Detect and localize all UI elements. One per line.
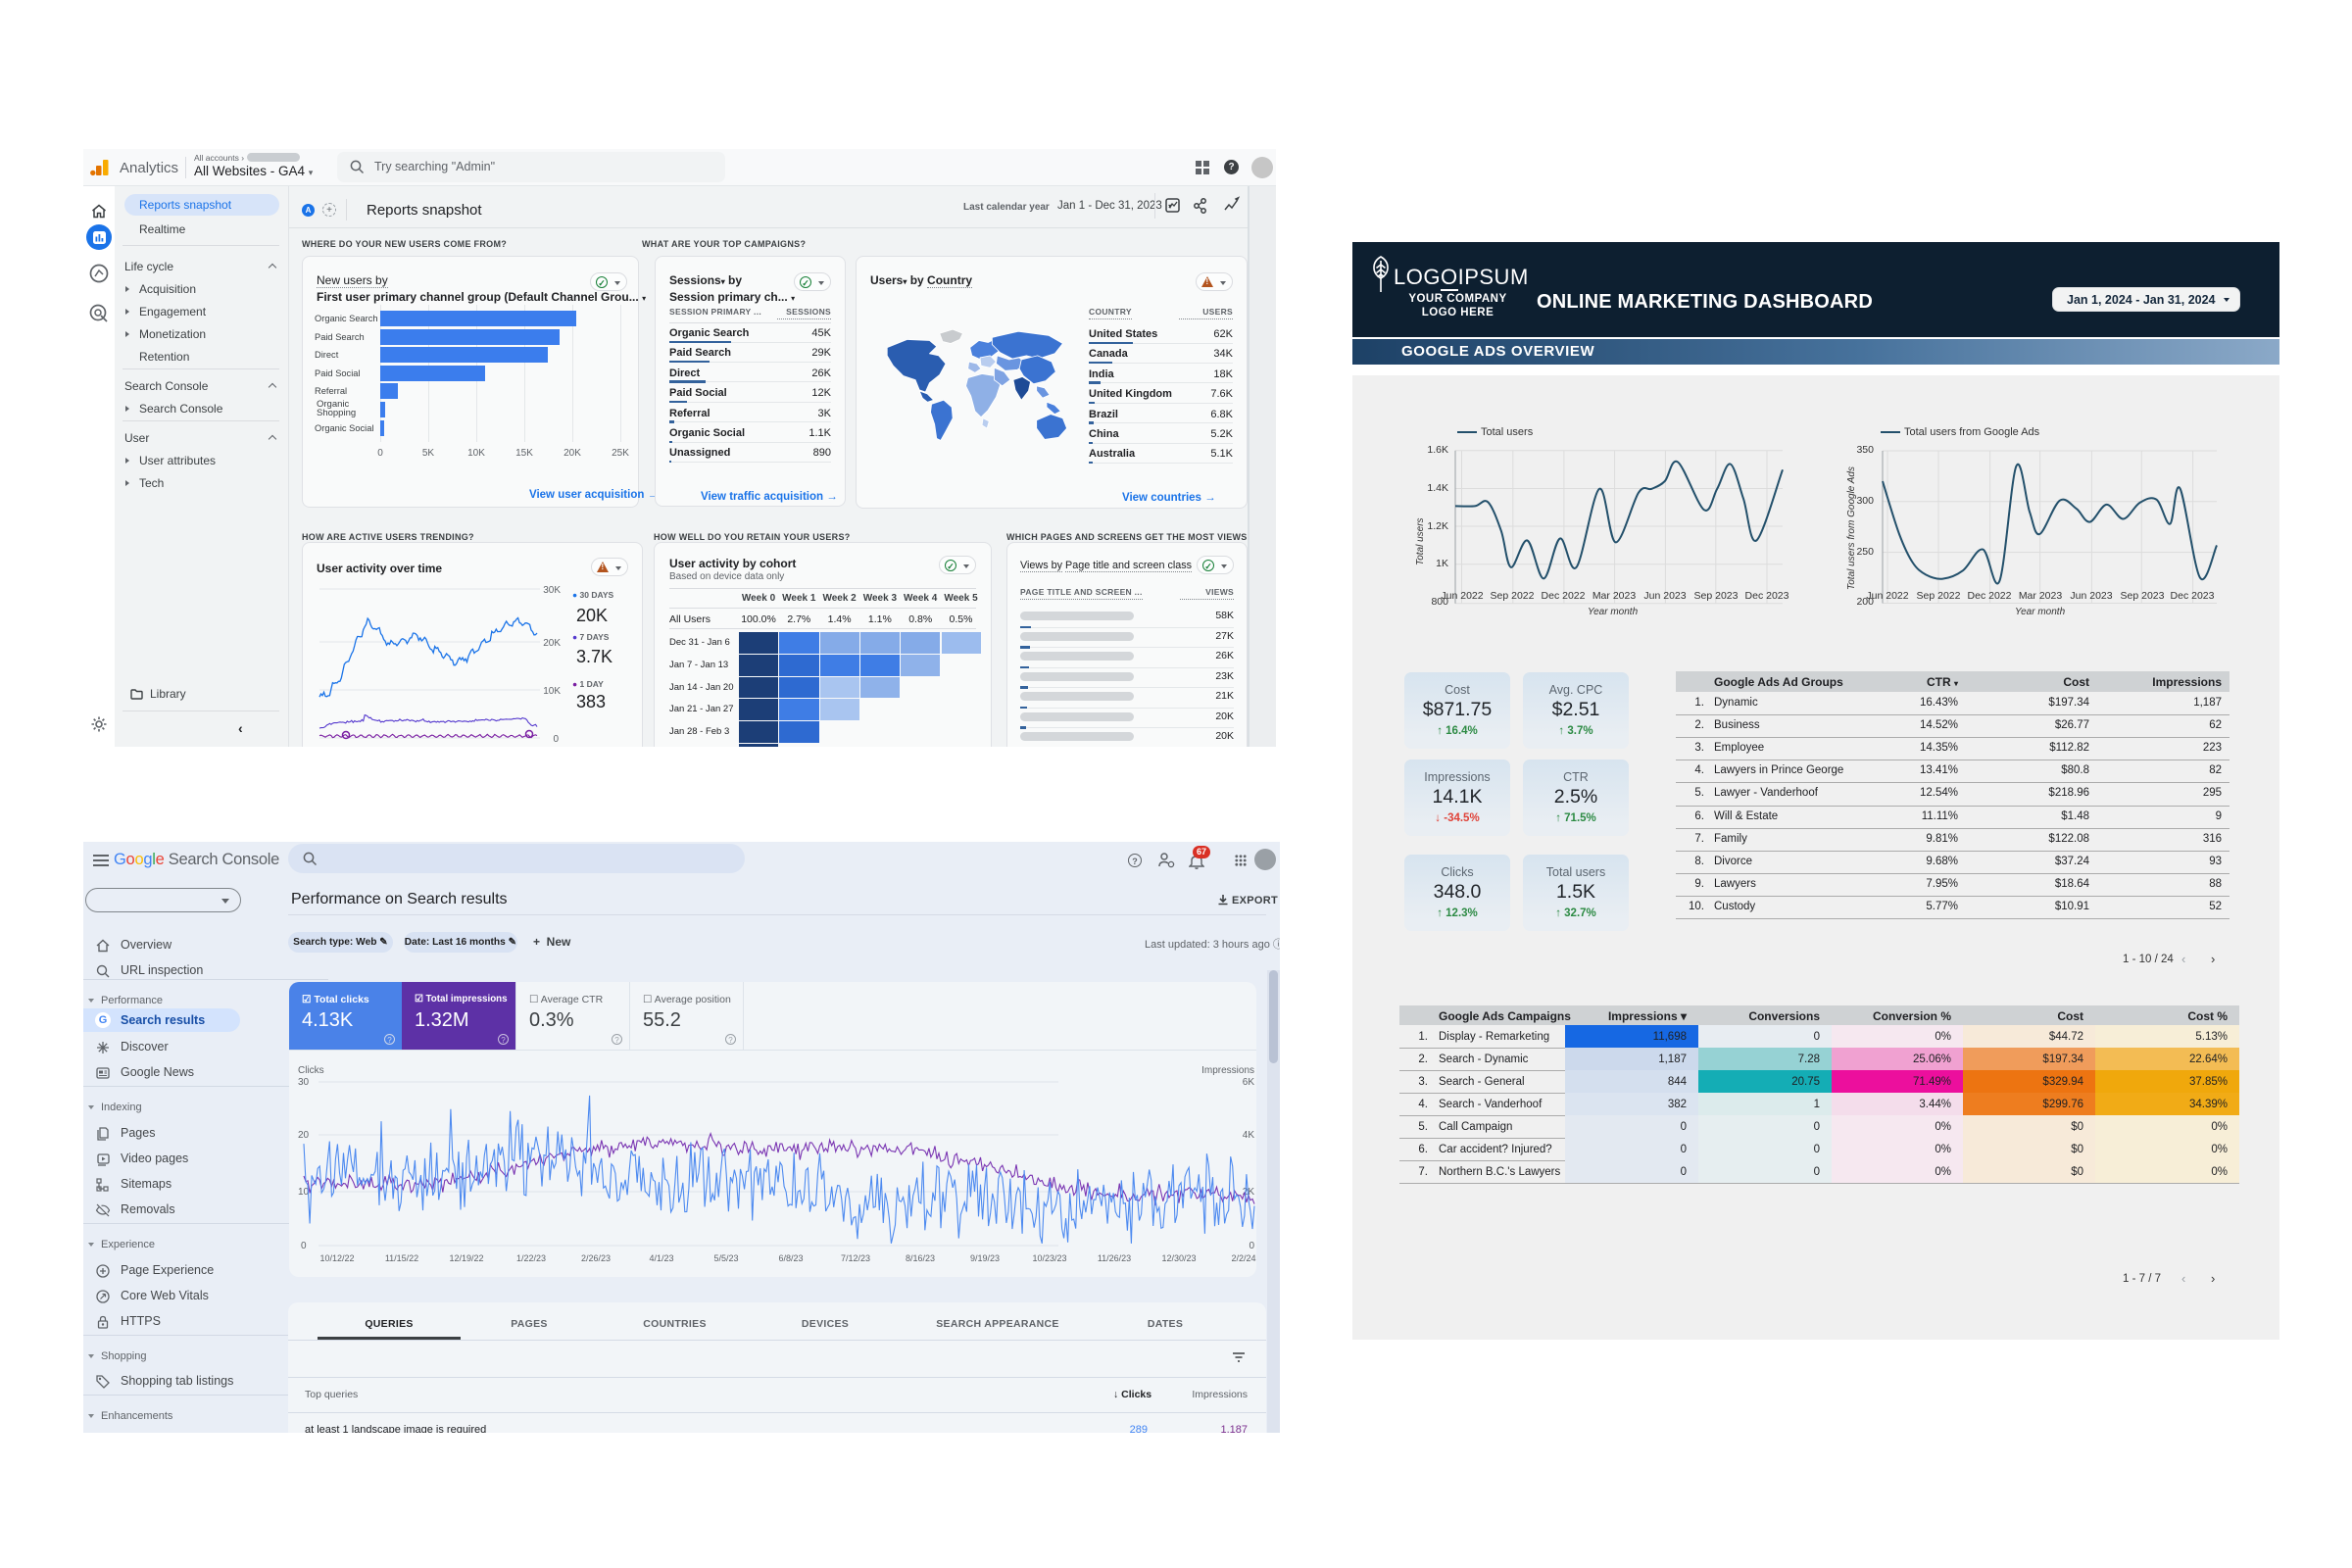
svg-text:383: 383 — [576, 692, 606, 711]
svg-text:3.7K: 3.7K — [576, 647, 612, 666]
svg-text:● 1 DAY: ● 1 DAY — [572, 679, 604, 689]
svg-text:0: 0 — [553, 734, 559, 745]
svg-text:● 30 DAYS: ● 30 DAYS — [572, 590, 613, 600]
svg-text:30K: 30K — [543, 585, 561, 596]
svg-text:● 7 DAYS: ● 7 DAYS — [572, 632, 610, 642]
svg-text:20K: 20K — [576, 606, 608, 625]
svg-text:20K: 20K — [543, 638, 561, 649]
svg-text:10K: 10K — [543, 686, 561, 697]
